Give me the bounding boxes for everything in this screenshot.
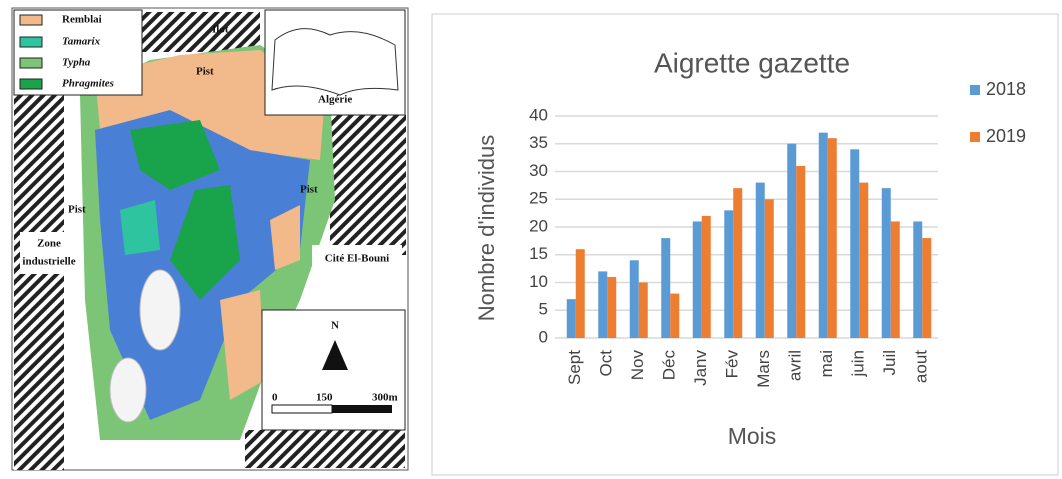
inset-map: [264, 9, 406, 116]
chart-panel: [431, 13, 1059, 476]
map-label: Algérie: [318, 94, 352, 106]
bar: [701, 215, 711, 338]
north-label: N: [331, 320, 339, 332]
scale-bar: [271, 404, 333, 414]
phragmites-zone: [130, 120, 220, 190]
legend-label: 2018: [986, 79, 1026, 99]
x-tick-label: aout: [912, 350, 931, 383]
bar: [850, 149, 860, 338]
bar: [692, 221, 702, 338]
scale-label: 150: [316, 392, 333, 404]
phragmites-zone: [170, 185, 240, 300]
map-label: industrielle: [22, 256, 75, 268]
bar: [796, 165, 806, 338]
hatched-area: [330, 115, 406, 255]
legend-label: 2019: [986, 126, 1026, 146]
x-tick-label: Mars: [754, 350, 773, 388]
bar: [818, 132, 828, 338]
x-tick-label: avril: [786, 350, 805, 381]
legend-swatch: [19, 78, 43, 90]
scale-bar: [332, 405, 392, 413]
bar: [575, 249, 585, 338]
y-tick-label: 30: [529, 161, 548, 180]
inset-coast: [271, 28, 399, 96]
bar: [733, 188, 743, 338]
legend-label: Typha: [62, 57, 91, 69]
map-label: Pist: [196, 66, 214, 78]
y-tick-label: 25: [529, 189, 548, 208]
bar: [827, 138, 837, 338]
legend-swatch: [970, 85, 980, 95]
x-tick-label: Nov: [628, 350, 647, 381]
x-tick-label: juin: [849, 350, 868, 377]
chart-title: Aigrette gazette: [654, 47, 850, 78]
legend-swatch: [19, 14, 43, 26]
map-label: Pist: [68, 204, 86, 216]
bar: [566, 299, 576, 338]
bar: [913, 221, 923, 338]
bar: [670, 293, 680, 338]
y-axis-title: Nombre d'individus: [474, 135, 499, 321]
bar: [755, 182, 765, 338]
legend-label: Phragmites: [62, 78, 114, 90]
egret: [109, 357, 147, 423]
label-box: [312, 245, 402, 273]
map-label: Ilot: [212, 24, 229, 36]
bar: [890, 221, 900, 338]
map-label: Pist: [300, 184, 318, 196]
bar: [881, 188, 891, 338]
remblai-zone: [270, 205, 300, 270]
bar: [638, 282, 648, 338]
bar: [764, 199, 774, 338]
x-tick-label: Sept: [565, 350, 584, 385]
x-tick-label: Janv: [691, 350, 710, 386]
y-tick-label: 15: [529, 244, 548, 263]
x-axis-title: Mois: [728, 423, 777, 449]
x-tick-label: Déc: [660, 350, 679, 381]
bar: [598, 271, 608, 338]
y-tick-label: 10: [529, 272, 548, 291]
bar: [787, 143, 797, 338]
bar: [859, 182, 869, 338]
legend-swatch: [19, 57, 43, 69]
north-arrow: [322, 340, 348, 370]
bar: [922, 238, 932, 338]
y-tick-label: 40: [529, 105, 548, 124]
bar: [607, 276, 617, 338]
legend-swatch: [970, 132, 980, 142]
egret: [139, 269, 181, 351]
map-label: Cité El-Bouni: [325, 253, 389, 265]
scale-label: 0: [272, 392, 278, 404]
y-tick-label: 0: [539, 327, 548, 346]
tamarix-zone: [120, 200, 160, 255]
remblai-zone: [220, 290, 265, 400]
legend-label: Remblai: [62, 14, 102, 26]
x-tick-label: mai: [817, 350, 836, 377]
x-tick-label: Juil: [880, 350, 899, 376]
x-tick-label: Fév: [723, 350, 742, 379]
hatched-area: [140, 12, 260, 52]
legend-swatch: [19, 36, 43, 48]
hatched-area: [14, 95, 64, 470]
y-tick-label: 35: [529, 133, 548, 152]
bar: [724, 210, 734, 338]
bar: [629, 260, 639, 338]
y-tick-label: 5: [539, 300, 548, 319]
legend-label: Tamarix: [62, 36, 101, 48]
y-tick-label: 20: [529, 216, 548, 235]
bar: [661, 238, 671, 338]
map-label: Zone: [37, 238, 61, 250]
label-box: [20, 232, 78, 274]
map: Remblai Tamarix Typha Phragmites Algérie…: [11, 7, 409, 471]
x-tick-label: Oct: [597, 350, 616, 377]
hatched-area: [245, 430, 405, 468]
scale-label: 300m: [372, 392, 398, 404]
